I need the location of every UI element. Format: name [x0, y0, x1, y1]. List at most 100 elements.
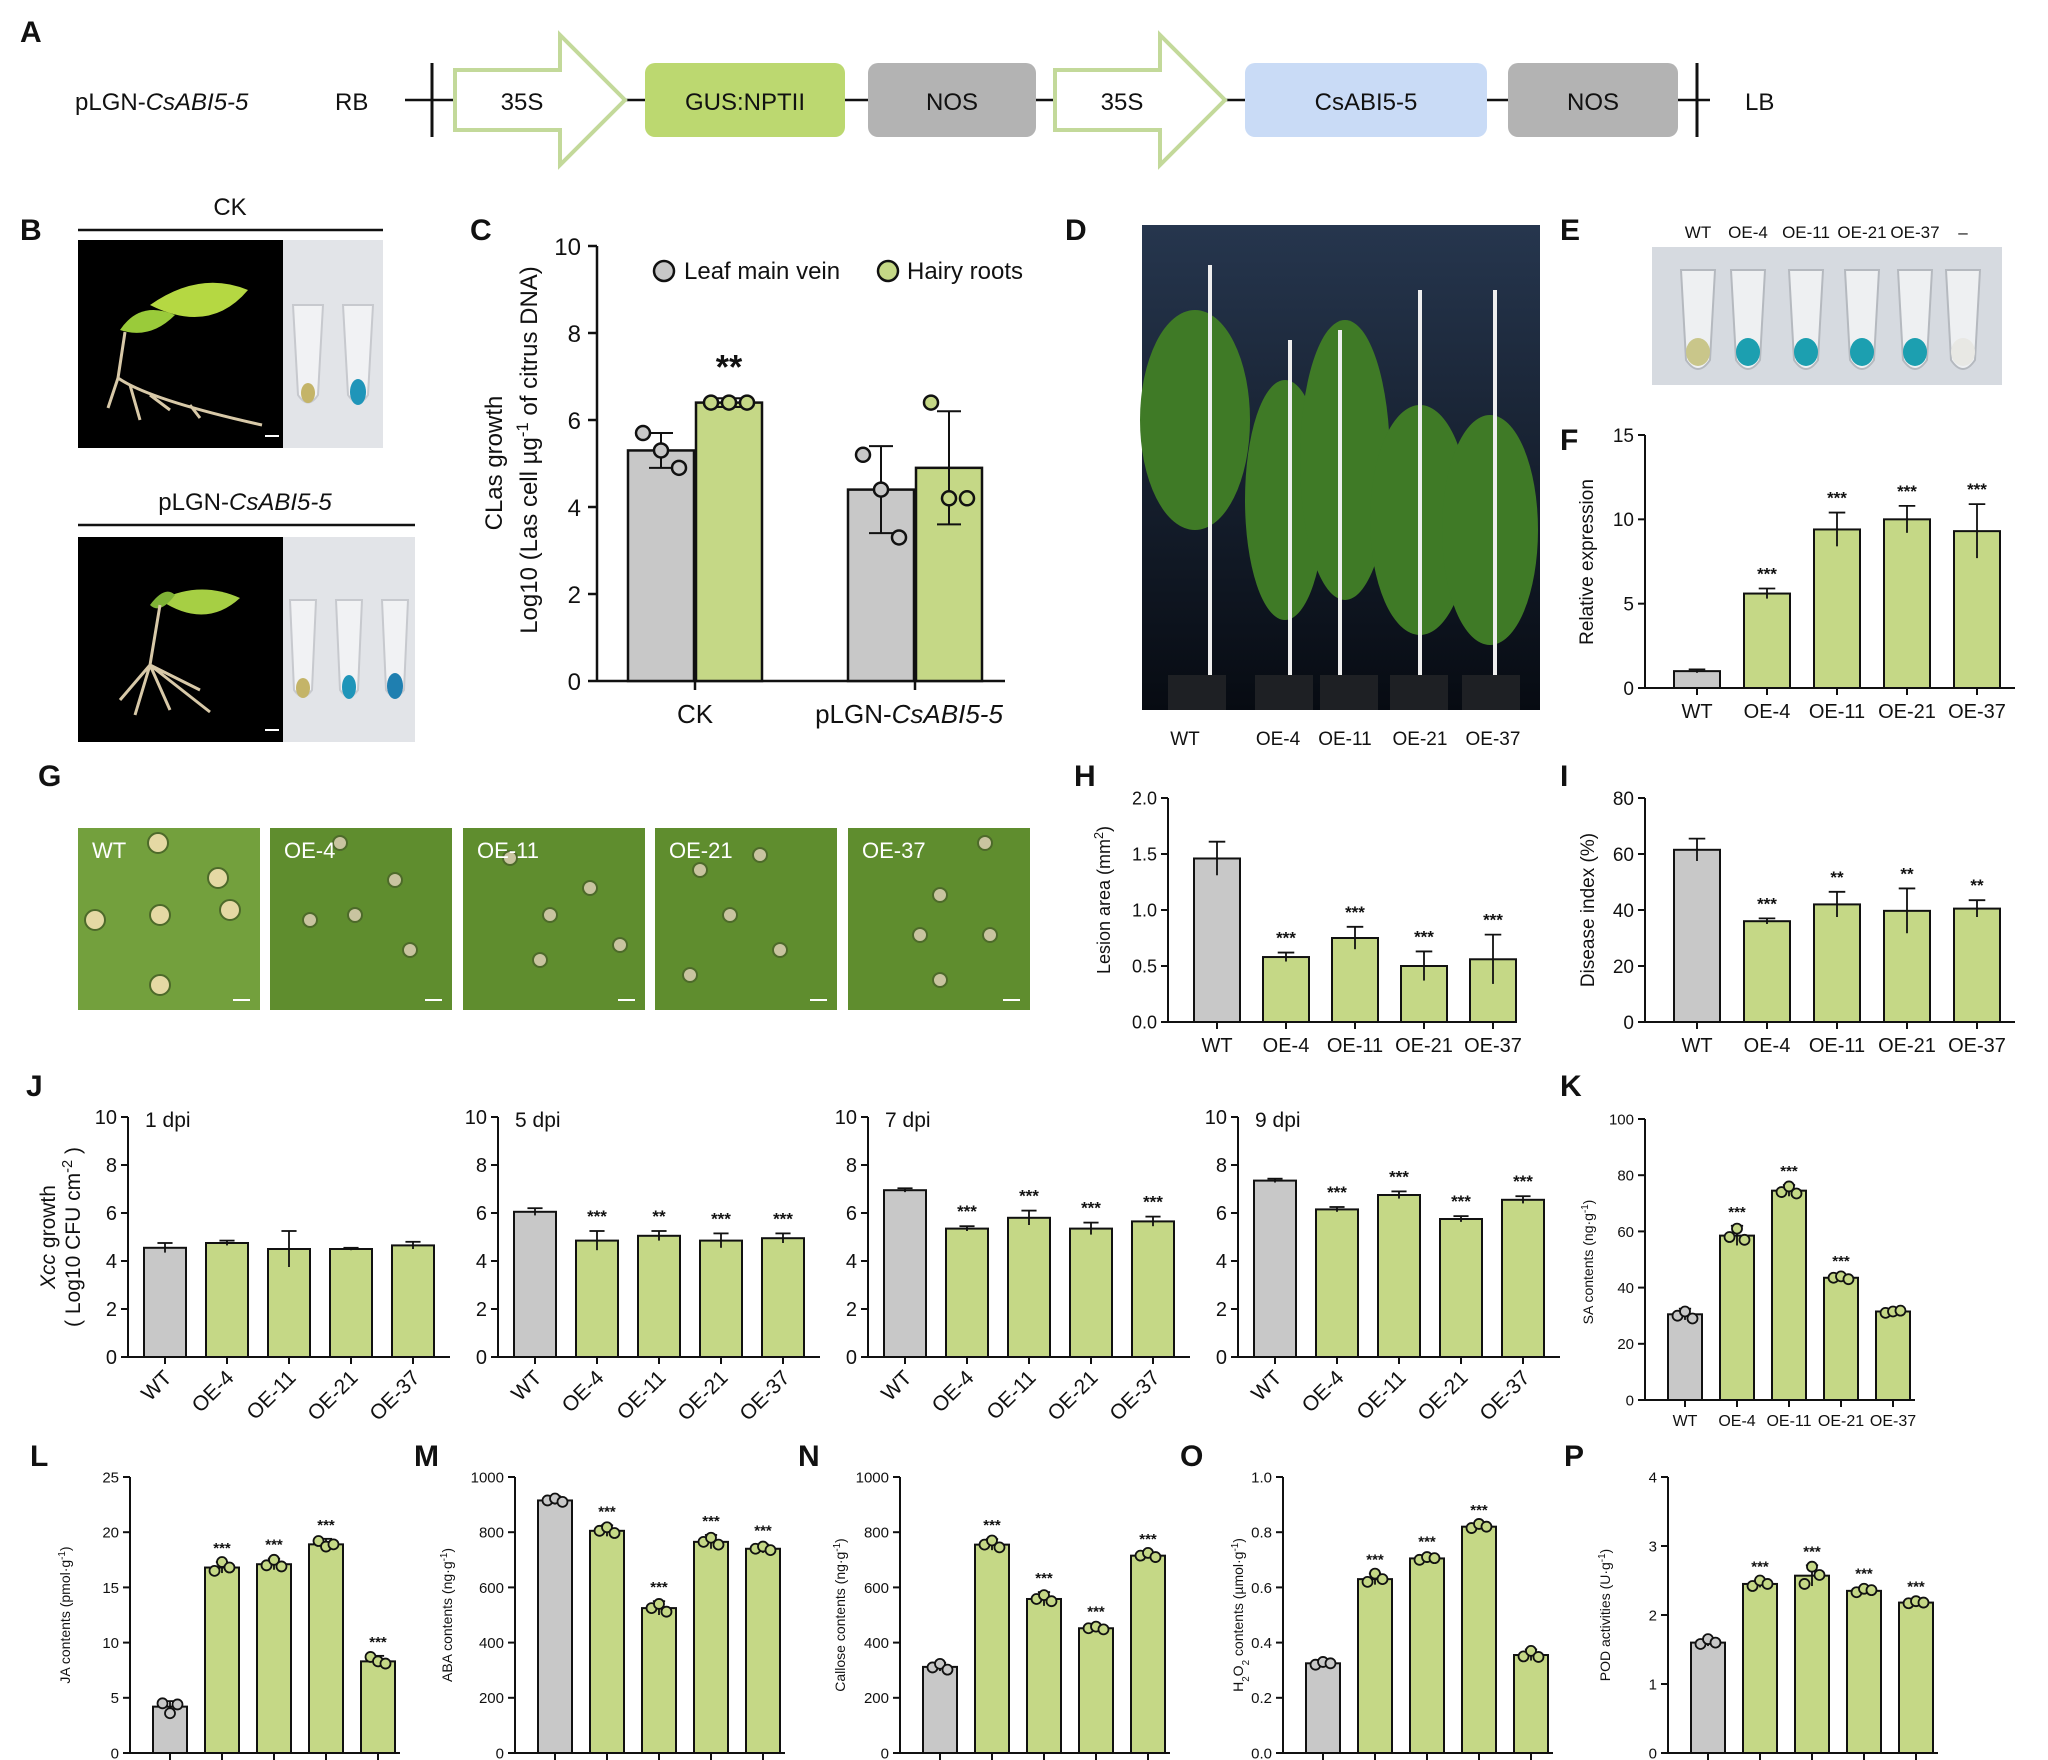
- significance-label: ***: [1143, 1193, 1163, 1212]
- panel-label-h: H: [1074, 760, 1096, 793]
- y-axis-label: Disease index (%): [1578, 833, 1599, 987]
- x-tick-label: WT: [877, 1366, 916, 1405]
- plant-label-oe21: OE-21: [1393, 729, 1448, 750]
- subplot-title: 7 dpi: [885, 1109, 931, 1132]
- data-point: [1723, 1231, 1736, 1243]
- bar: [1305, 1662, 1341, 1755]
- y-tick-label: 20: [102, 1525, 119, 1542]
- chart-i-disease-index: 0 20 40 60 80 WT *** OE-4 ** OE-11 ** OE-21 ** OE-37 D…: [1578, 789, 2015, 1057]
- canker-lesion: [582, 880, 598, 896]
- y-axis-label: Callose contents (ng·g-1): [832, 1538, 849, 1691]
- ck-plant-photo: [78, 240, 283, 448]
- nos-terminator-box-2: [1508, 63, 1678, 137]
- data-point: [1865, 1584, 1878, 1597]
- data-point: [1738, 1233, 1751, 1246]
- tube-label-oe21: OE-21: [1837, 223, 1886, 242]
- x-tick-label: OE-11: [1352, 1366, 1410, 1424]
- y-tick-label: 8: [106, 1155, 117, 1177]
- y-axis-label: ( Log10 CFU cm-2 ): [60, 1147, 85, 1327]
- data-point: [608, 1527, 621, 1539]
- x-tick-label: OE-37: [1464, 1035, 1522, 1057]
- bar: [883, 1189, 927, 1358]
- bar: [1007, 1216, 1051, 1359]
- y-tick-label: 1: [1649, 1676, 1657, 1693]
- data-point: [1783, 1180, 1795, 1193]
- y-tick-label: 0.2: [1251, 1690, 1272, 1707]
- bar: [699, 1239, 743, 1358]
- bar: [205, 1242, 249, 1358]
- significance-label: ***: [1827, 489, 1847, 508]
- canker-lesion: [932, 887, 948, 903]
- y-tick-label: 100: [1609, 1111, 1634, 1128]
- y-tick-label: 400: [864, 1635, 889, 1652]
- significance-label: ***: [1418, 1534, 1436, 1551]
- y-tick-label: 800: [864, 1525, 889, 1542]
- bar: [589, 1529, 625, 1754]
- canker-lesion: [722, 907, 738, 923]
- canker-lesion: [302, 912, 318, 928]
- promoter-35s-arrow-2: [1053, 30, 1228, 170]
- y-tick-label: 8: [568, 321, 581, 348]
- significance-label: **: [716, 348, 743, 386]
- significance-label: ***: [1139, 1531, 1157, 1548]
- csabi5-5-gene-box: [1245, 63, 1487, 137]
- y-tick-label: 0.0: [1251, 1745, 1272, 1760]
- significance-label: ***: [1855, 1565, 1873, 1582]
- y-tick-label: 10: [465, 1107, 487, 1129]
- data-point: [652, 442, 670, 459]
- y-tick-label: 20: [1613, 957, 1634, 978]
- tube-label-oe11: OE-11: [1782, 223, 1830, 242]
- panel-label-e: E: [1560, 214, 1580, 247]
- pot: [1255, 675, 1313, 710]
- bar: [143, 1246, 187, 1359]
- data-point: [1806, 1560, 1818, 1573]
- plant-canopy-oe11: [1300, 320, 1390, 600]
- bar: [1953, 907, 2001, 1023]
- canker-lesion: [532, 952, 548, 968]
- bar: [1026, 1597, 1062, 1754]
- oe-leaf-small: [150, 591, 175, 609]
- wt-stain: [296, 678, 310, 698]
- bar: [1331, 937, 1379, 1023]
- significance-label: ***: [650, 1579, 668, 1596]
- x-tick-label: WT: [1673, 1413, 1698, 1430]
- tube-solution: [1850, 338, 1874, 366]
- x-tick-label: WT: [1201, 1035, 1232, 1057]
- y-tick-label: 2: [476, 1299, 487, 1321]
- y-tick-label: 10: [95, 1107, 117, 1129]
- bar: [761, 1237, 805, 1358]
- y-tick-label: 0.8: [1251, 1525, 1272, 1542]
- x-tick-label: OE-4: [558, 1366, 609, 1417]
- data-point: [275, 1560, 288, 1573]
- data-point: [705, 1531, 717, 1544]
- bar: [1875, 1310, 1911, 1401]
- y-tick-label: 4: [846, 1251, 857, 1273]
- canker-lesion: [219, 899, 241, 921]
- tube-solution: [1736, 338, 1760, 366]
- significance-label: ***: [1728, 1204, 1746, 1221]
- y-tick-label: 0: [881, 1745, 889, 1760]
- canker-lesion: [149, 904, 171, 926]
- bar: [1673, 848, 1721, 1023]
- bar: [1377, 1194, 1421, 1358]
- x-tick-label: OE-11: [1809, 1035, 1865, 1057]
- panel-label-f: F: [1560, 424, 1578, 457]
- y-tick-label: 3: [1649, 1538, 1657, 1555]
- y-tick-label: 6: [106, 1203, 117, 1225]
- chart-p-pod-activities: 01234WT***OE-4***OE-11***OE-21***OE-37PO…: [1597, 1469, 1938, 1760]
- y-tick-label: 5: [111, 1690, 119, 1707]
- blue-gus-stain: [387, 673, 403, 699]
- bar: [256, 1563, 292, 1754]
- significance-label: ***: [773, 1209, 793, 1228]
- x-tick-label: OE-11: [242, 1366, 300, 1424]
- gus-nptii-label: GUS:NPTII: [685, 89, 805, 116]
- canker-lesion: [402, 942, 418, 958]
- data-point: [379, 1657, 392, 1670]
- subplot-title: 1 dpi: [145, 1109, 191, 1132]
- canker-lesion: [612, 937, 628, 953]
- legend-label-hairy-roots: Hairy roots: [907, 258, 1023, 285]
- data-point: [208, 1564, 221, 1577]
- data-point: [1790, 1187, 1803, 1200]
- bar: [513, 1210, 557, 1359]
- panel-label-i: I: [1560, 760, 1568, 793]
